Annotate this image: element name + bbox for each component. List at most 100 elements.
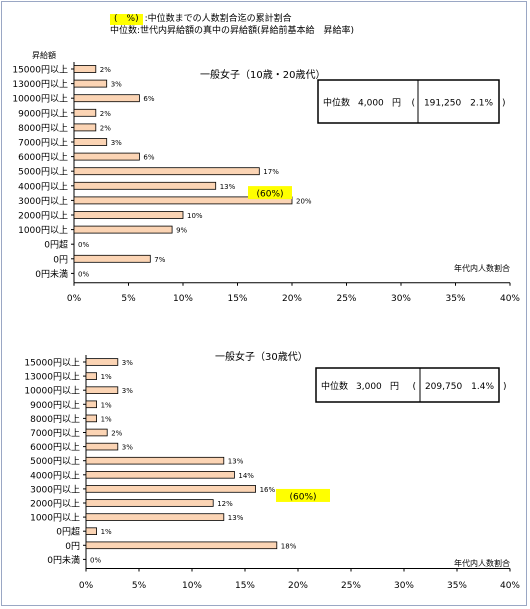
x-tick-label: 40% <box>500 581 520 591</box>
y-tick-label: 15000円以上 <box>24 358 80 369</box>
bar-value-label: 2% <box>111 430 122 438</box>
bar <box>73 108 97 117</box>
bar-value-label: 1% <box>101 373 112 381</box>
median-amount: 3,000 <box>356 382 382 392</box>
y-tick-label: 1000円以上 <box>30 513 80 524</box>
y-tick-label: 13000円以上 <box>12 79 68 90</box>
x-tick-label: 0% <box>79 581 94 591</box>
x-tick-label: 30% <box>394 581 414 591</box>
bar <box>73 181 217 190</box>
y-tick-label: 4000円以上 <box>18 181 68 192</box>
bar <box>85 471 235 479</box>
bar <box>85 456 225 465</box>
bar <box>73 254 151 263</box>
cumulative-label: (60%) <box>289 492 316 502</box>
highlight-swatch: ( %) <box>110 14 143 25</box>
median-label: 中位数 <box>323 97 350 109</box>
chart-title: 一般女子（10歳・20歳代） <box>200 68 325 81</box>
bar-value-label: 13% <box>228 458 244 466</box>
cumulative-label: (60%) <box>256 190 283 200</box>
y-tick-label: 0円超 <box>56 526 80 538</box>
y-tick-label: 10000円以上 <box>12 94 68 105</box>
x-tick-label: 10% <box>182 581 202 591</box>
bar-value-label: 20% <box>296 197 312 205</box>
x-tick-label: 5% <box>132 581 147 591</box>
bar-value-label: 0% <box>90 556 101 564</box>
y-tick-label: 3000円以上 <box>18 196 68 207</box>
y-tick-label: 8000円以上 <box>18 123 68 134</box>
median-amount: 4,000 <box>358 99 384 109</box>
legend-text-1: :中位数までの人数割合迄の累計割合 <box>144 14 292 24</box>
bar <box>85 414 97 423</box>
y-tick-label: 9000円以上 <box>18 108 68 119</box>
x-tick-label: 25% <box>341 581 361 591</box>
y-tick-label: 6000円以上 <box>30 442 80 453</box>
bar <box>73 196 293 205</box>
bar <box>73 138 108 146</box>
bar-value-label: 2% <box>100 124 111 132</box>
bar-value-label: 6% <box>143 154 154 162</box>
bar-value-label: 10% <box>187 212 203 220</box>
x-tick-label: 10% <box>173 294 193 304</box>
bar-value-label: 3% <box>111 139 122 147</box>
x-axis-label: 年代内人数割合 <box>454 558 510 568</box>
x-tick-label: 25% <box>336 294 356 304</box>
y-tick-label: 0円 <box>65 541 80 552</box>
bar <box>73 94 140 103</box>
y-tick-label: 10000円以上 <box>24 386 80 397</box>
y-tick-label: 8000円以上 <box>30 414 80 425</box>
bar <box>85 499 214 507</box>
bar-value-label: 1% <box>101 415 112 423</box>
bar <box>85 527 97 535</box>
bar-value-label: 13% <box>220 183 236 191</box>
y-tick-label: 3000円以上 <box>30 484 80 495</box>
legend-label-2: 中位数 <box>110 26 138 36</box>
cumulative-highlight <box>276 488 330 502</box>
y-tick-label: 0円未満 <box>47 554 80 566</box>
bar-value-label: 0% <box>78 270 89 278</box>
y-tick-label: 0円 <box>53 254 68 265</box>
median-label: 中位数 <box>321 380 348 392</box>
bar-value-label: 3% <box>111 81 122 89</box>
x-tick-label: 20% <box>288 581 308 591</box>
bar-value-label: 1% <box>101 528 112 536</box>
bar-value-label: 16% <box>260 486 276 494</box>
x-tick-label: 0% <box>67 294 82 304</box>
x-tick-label: 30% <box>391 294 411 304</box>
y-tick-label: 9000円以上 <box>30 400 80 411</box>
median-detail: ( 209,750 1.4% ) <box>412 382 506 392</box>
bar-value-label: 9% <box>176 227 187 235</box>
median-unit: 円 <box>390 381 399 392</box>
y-axis-label: 昇給額 <box>32 50 56 60</box>
bar <box>73 225 173 234</box>
bar <box>85 372 97 380</box>
x-axis-label: 年代内人数割合 <box>454 263 510 273</box>
cumulative-highlight <box>248 186 292 200</box>
bar <box>85 358 119 366</box>
bar <box>73 123 97 132</box>
y-tick-label: 5000円以上 <box>30 456 80 467</box>
y-tick-label: 2000円以上 <box>30 499 80 510</box>
bar-value-label: 1% <box>101 401 112 409</box>
x-tick-label: 15% <box>227 294 247 304</box>
y-tick-label: 0円超 <box>44 239 68 251</box>
bar-value-label: 17% <box>263 168 279 176</box>
y-tick-label: 13000円以上 <box>24 372 80 383</box>
x-tick-label: 35% <box>447 581 467 591</box>
bar <box>85 541 278 550</box>
x-tick-label: 40% <box>500 294 520 304</box>
chart-title: 一般女子（30歳代） <box>215 350 308 363</box>
bar <box>85 513 225 521</box>
bar <box>73 211 184 219</box>
bar-value-label: 14% <box>238 472 254 480</box>
y-tick-label: 7000円以上 <box>30 428 80 439</box>
y-tick-label: 5000円以上 <box>18 167 68 178</box>
bar <box>73 152 140 161</box>
x-tick-label: 20% <box>282 294 302 304</box>
x-tick-label: 5% <box>121 294 136 304</box>
median-detail: ( 191,250 2.1% ) <box>411 99 505 109</box>
bar-value-label: 3% <box>122 359 133 367</box>
y-tick-label: 4000円以上 <box>30 470 80 481</box>
